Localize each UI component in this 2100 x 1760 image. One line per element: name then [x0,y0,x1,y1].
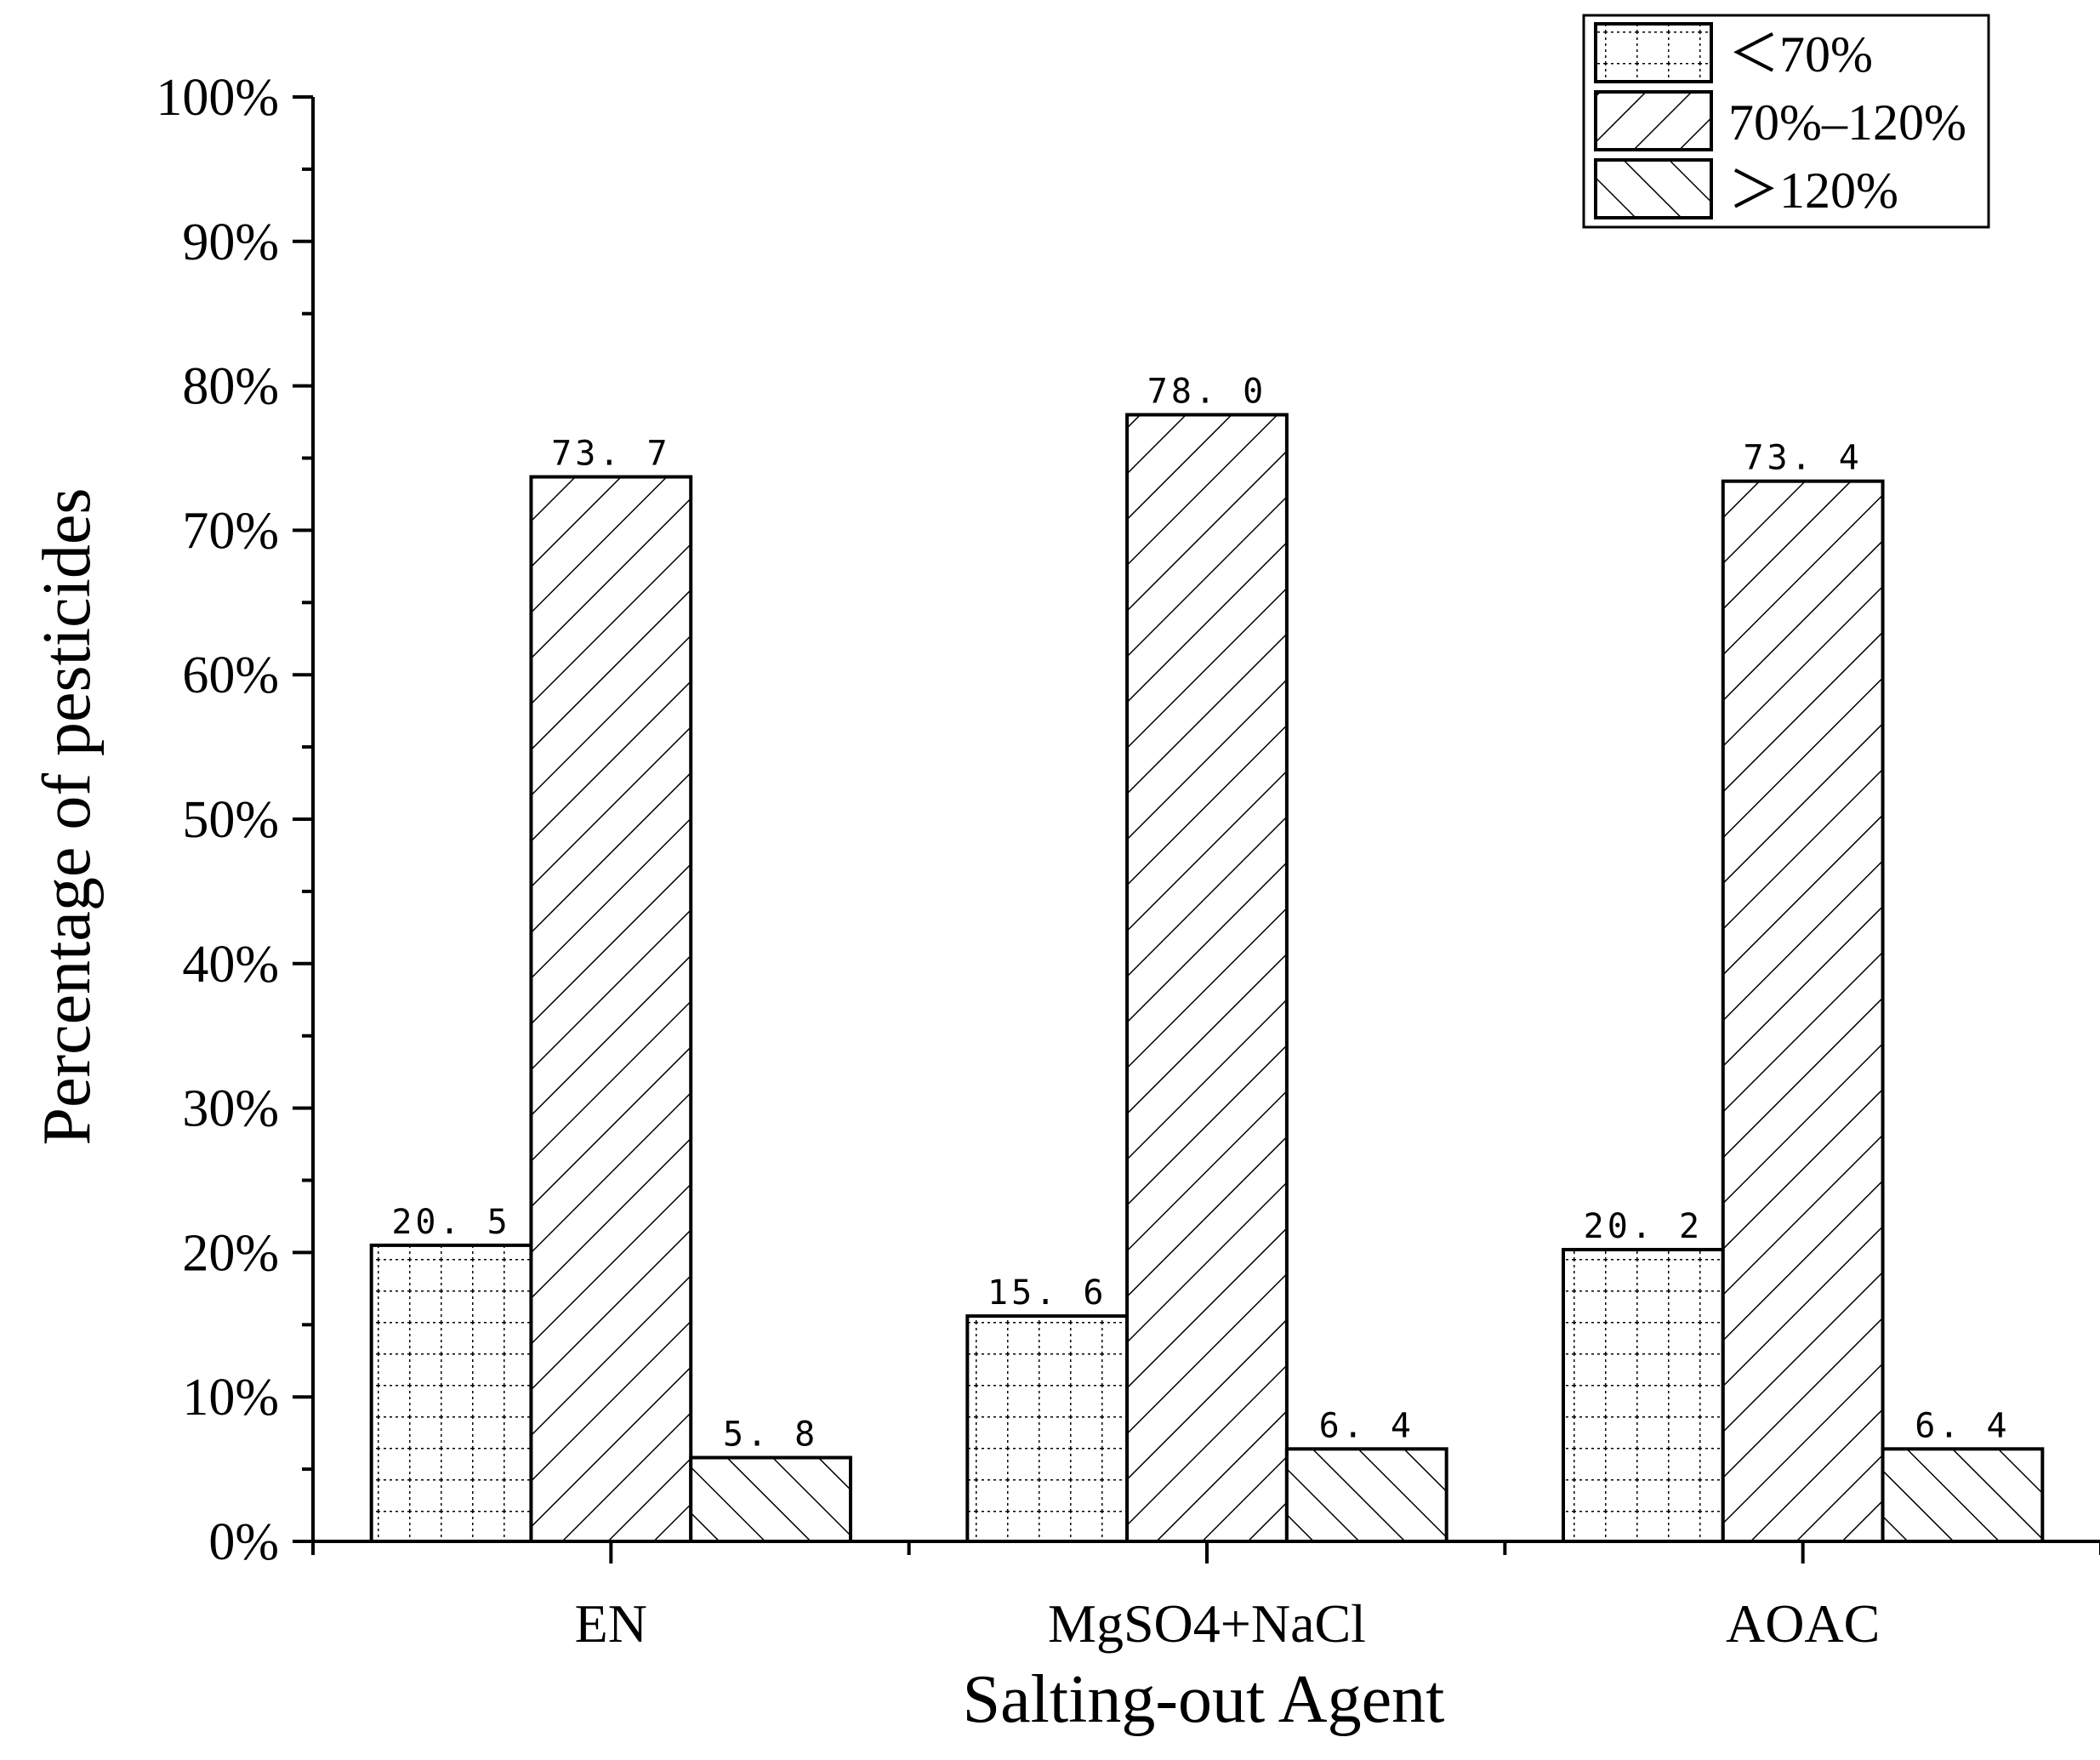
bar [1125,413,1289,1543]
bar [1721,479,1885,1544]
data-label: 20. 5 [391,1203,510,1242]
x-tick-label: MgSO4+NaCl [1048,1593,1366,1654]
legend-swatch-70-120 [1594,90,1713,151]
y-tick-label: 70% [182,502,279,560]
y-tick-label: 0% [208,1513,279,1571]
y-tick-label: 30% [182,1080,279,1138]
data-label: 6. 4 [1915,1406,2010,1445]
bar [689,1455,853,1543]
bar [1561,1248,1725,1544]
legend-label-lt70: ＜70% [1728,26,1873,83]
y-tick-label: 60% [182,646,279,704]
data-label: 15. 6 [987,1273,1107,1313]
legend: ＜70% 70%–120% ＞120% [1582,14,1990,229]
x-axis: EN MgSO4+NaCl AOAC [311,1540,2100,1654]
y-tick-label: 100% [156,69,279,127]
y-axis-title: Percentage of pesticides [30,487,105,1145]
bar [1881,1447,2045,1543]
bar [369,1243,533,1544]
y-tick-label: 90% [182,214,279,271]
bar [529,475,693,1543]
y-tick-label: 10% [182,1369,279,1427]
legend-swatch-lt70 [1594,22,1713,83]
x-tick-label: AOAC [1726,1593,1880,1654]
y-axis: 0% 10% 20% 30% 40% 50% 60% 70% 80% 90% 100% [156,69,315,1571]
data-label: 73. 7 [551,435,670,474]
data-label: 73. 4 [1743,439,1862,478]
legend-label-70-120: 70%–120% [1728,94,1966,151]
data-label: 20. 2 [1584,1207,1703,1246]
data-label: 5. 8 [723,1415,818,1455]
bars-group [369,413,2045,1544]
y-tick-label: 80% [182,358,279,416]
y-tick-label: 50% [182,791,279,849]
y-tick-label: 40% [182,936,279,994]
x-axis-title: Salting-out Agent [963,1662,1445,1737]
y-tick-label: 20% [182,1224,279,1282]
x-tick-label: EN [575,1593,647,1654]
legend-swatch-gt120 [1594,158,1713,219]
data-label: 6. 4 [1319,1406,1414,1445]
bar [1284,1447,1448,1543]
bar [965,1314,1130,1544]
legend-label-gt120: ＞120% [1728,162,1898,219]
data-labels-group: 20. 5 73. 7 5. 8 15. 6 78. 0 6. 4 20. 2 73. 4 6.… [391,373,2010,1455]
data-label: 78. 0 [1147,373,1266,412]
